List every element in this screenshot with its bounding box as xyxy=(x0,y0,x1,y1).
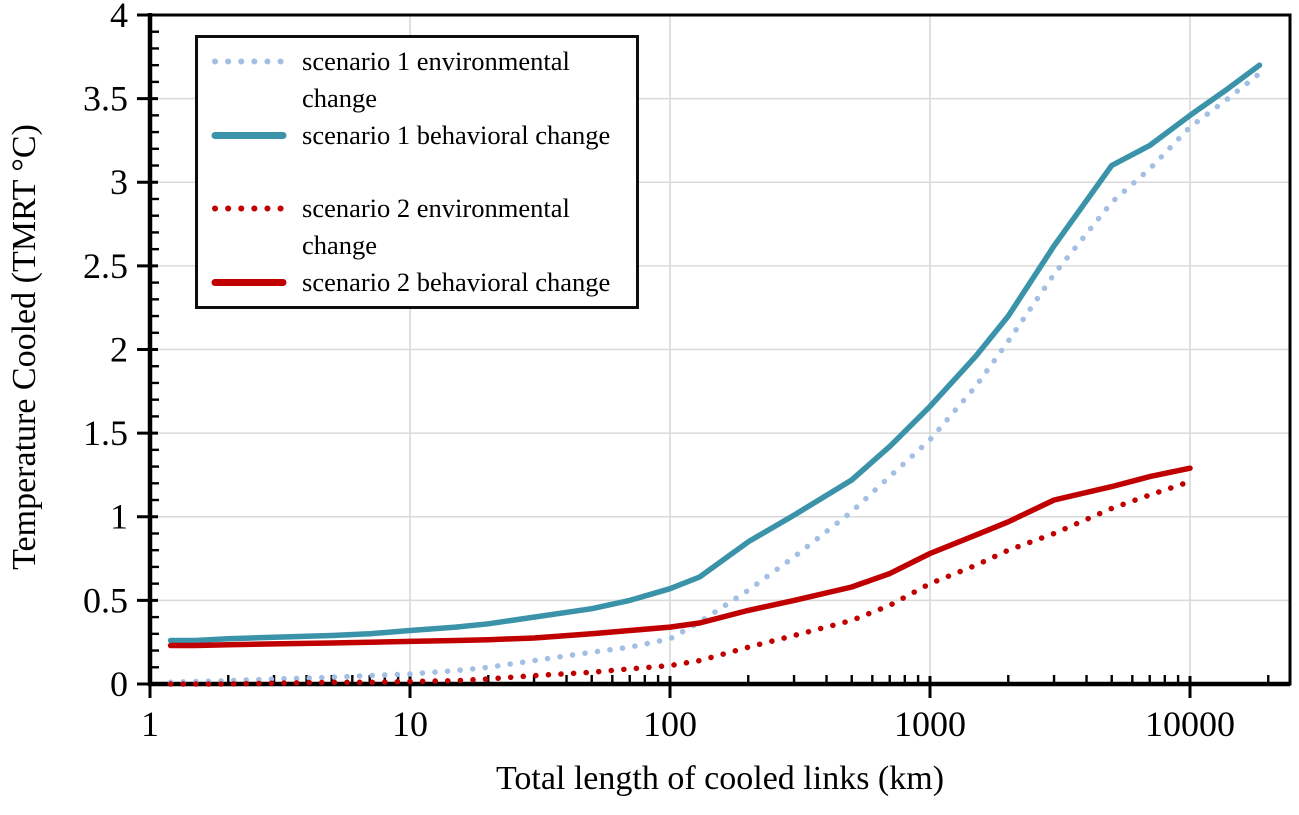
major-ticks xyxy=(137,13,1192,698)
legend-item: scenario 2 behavioral change xyxy=(211,264,636,301)
y-tick-label: 4 xyxy=(110,0,128,35)
x-axis-title: Total length of cooled links (km) xyxy=(495,760,945,797)
y-axis-title: Temperature Cooled (TMRT °C) xyxy=(6,124,43,570)
x-tick-label: 100 xyxy=(643,704,697,744)
legend-marker-solid-teal-icon xyxy=(211,132,287,139)
legend-item: scenario 1 environmental change xyxy=(211,43,636,117)
x-tick-label: 1 xyxy=(141,704,159,744)
legend-marker-dotted-blue-icon xyxy=(212,58,286,65)
legend-label: scenario 1 environmental change xyxy=(302,46,570,113)
legend-label: scenario 2 environmental change xyxy=(302,193,570,260)
y-tick-label: 3 xyxy=(110,162,128,202)
legend-label: scenario 2 behavioral change xyxy=(302,267,611,297)
x-tick-label: 10000 xyxy=(1145,704,1235,744)
y-tick-label: 1.5 xyxy=(83,413,128,453)
legend-label: scenario 1 behavioral change xyxy=(302,120,611,150)
y-tick-label: 2.5 xyxy=(83,246,128,286)
y-tick-label: 2 xyxy=(110,329,128,369)
x-tick-label: 10 xyxy=(392,704,428,744)
series-line-3 xyxy=(167,465,1193,649)
x-tick-label: 1000 xyxy=(894,704,966,744)
legend-spacer xyxy=(211,154,636,190)
legend-marker-solid-red-icon xyxy=(211,279,287,286)
minor-ticks xyxy=(150,30,1270,684)
tick-labels: 0 0.5 1 1.5 2 2.5 3 3.5 4 1 10 100 1000 10000 xyxy=(83,0,1235,744)
legend-marker-dotted-red-icon xyxy=(212,205,286,212)
series-line-0 xyxy=(167,70,1263,686)
y-tick-label: 1 xyxy=(110,497,128,537)
legend-item: scenario 2 environmental change xyxy=(211,190,636,264)
legend-item: scenario 1 behavioral change xyxy=(211,117,636,154)
y-tick-label: 3.5 xyxy=(83,79,128,119)
series-line-1 xyxy=(167,62,1263,644)
y-tick-label: 0 xyxy=(110,664,128,704)
legend: scenario 1 environmental change scenario… xyxy=(195,35,639,309)
y-tick-label: 0.5 xyxy=(83,580,128,620)
series-line-2 xyxy=(167,478,1193,687)
